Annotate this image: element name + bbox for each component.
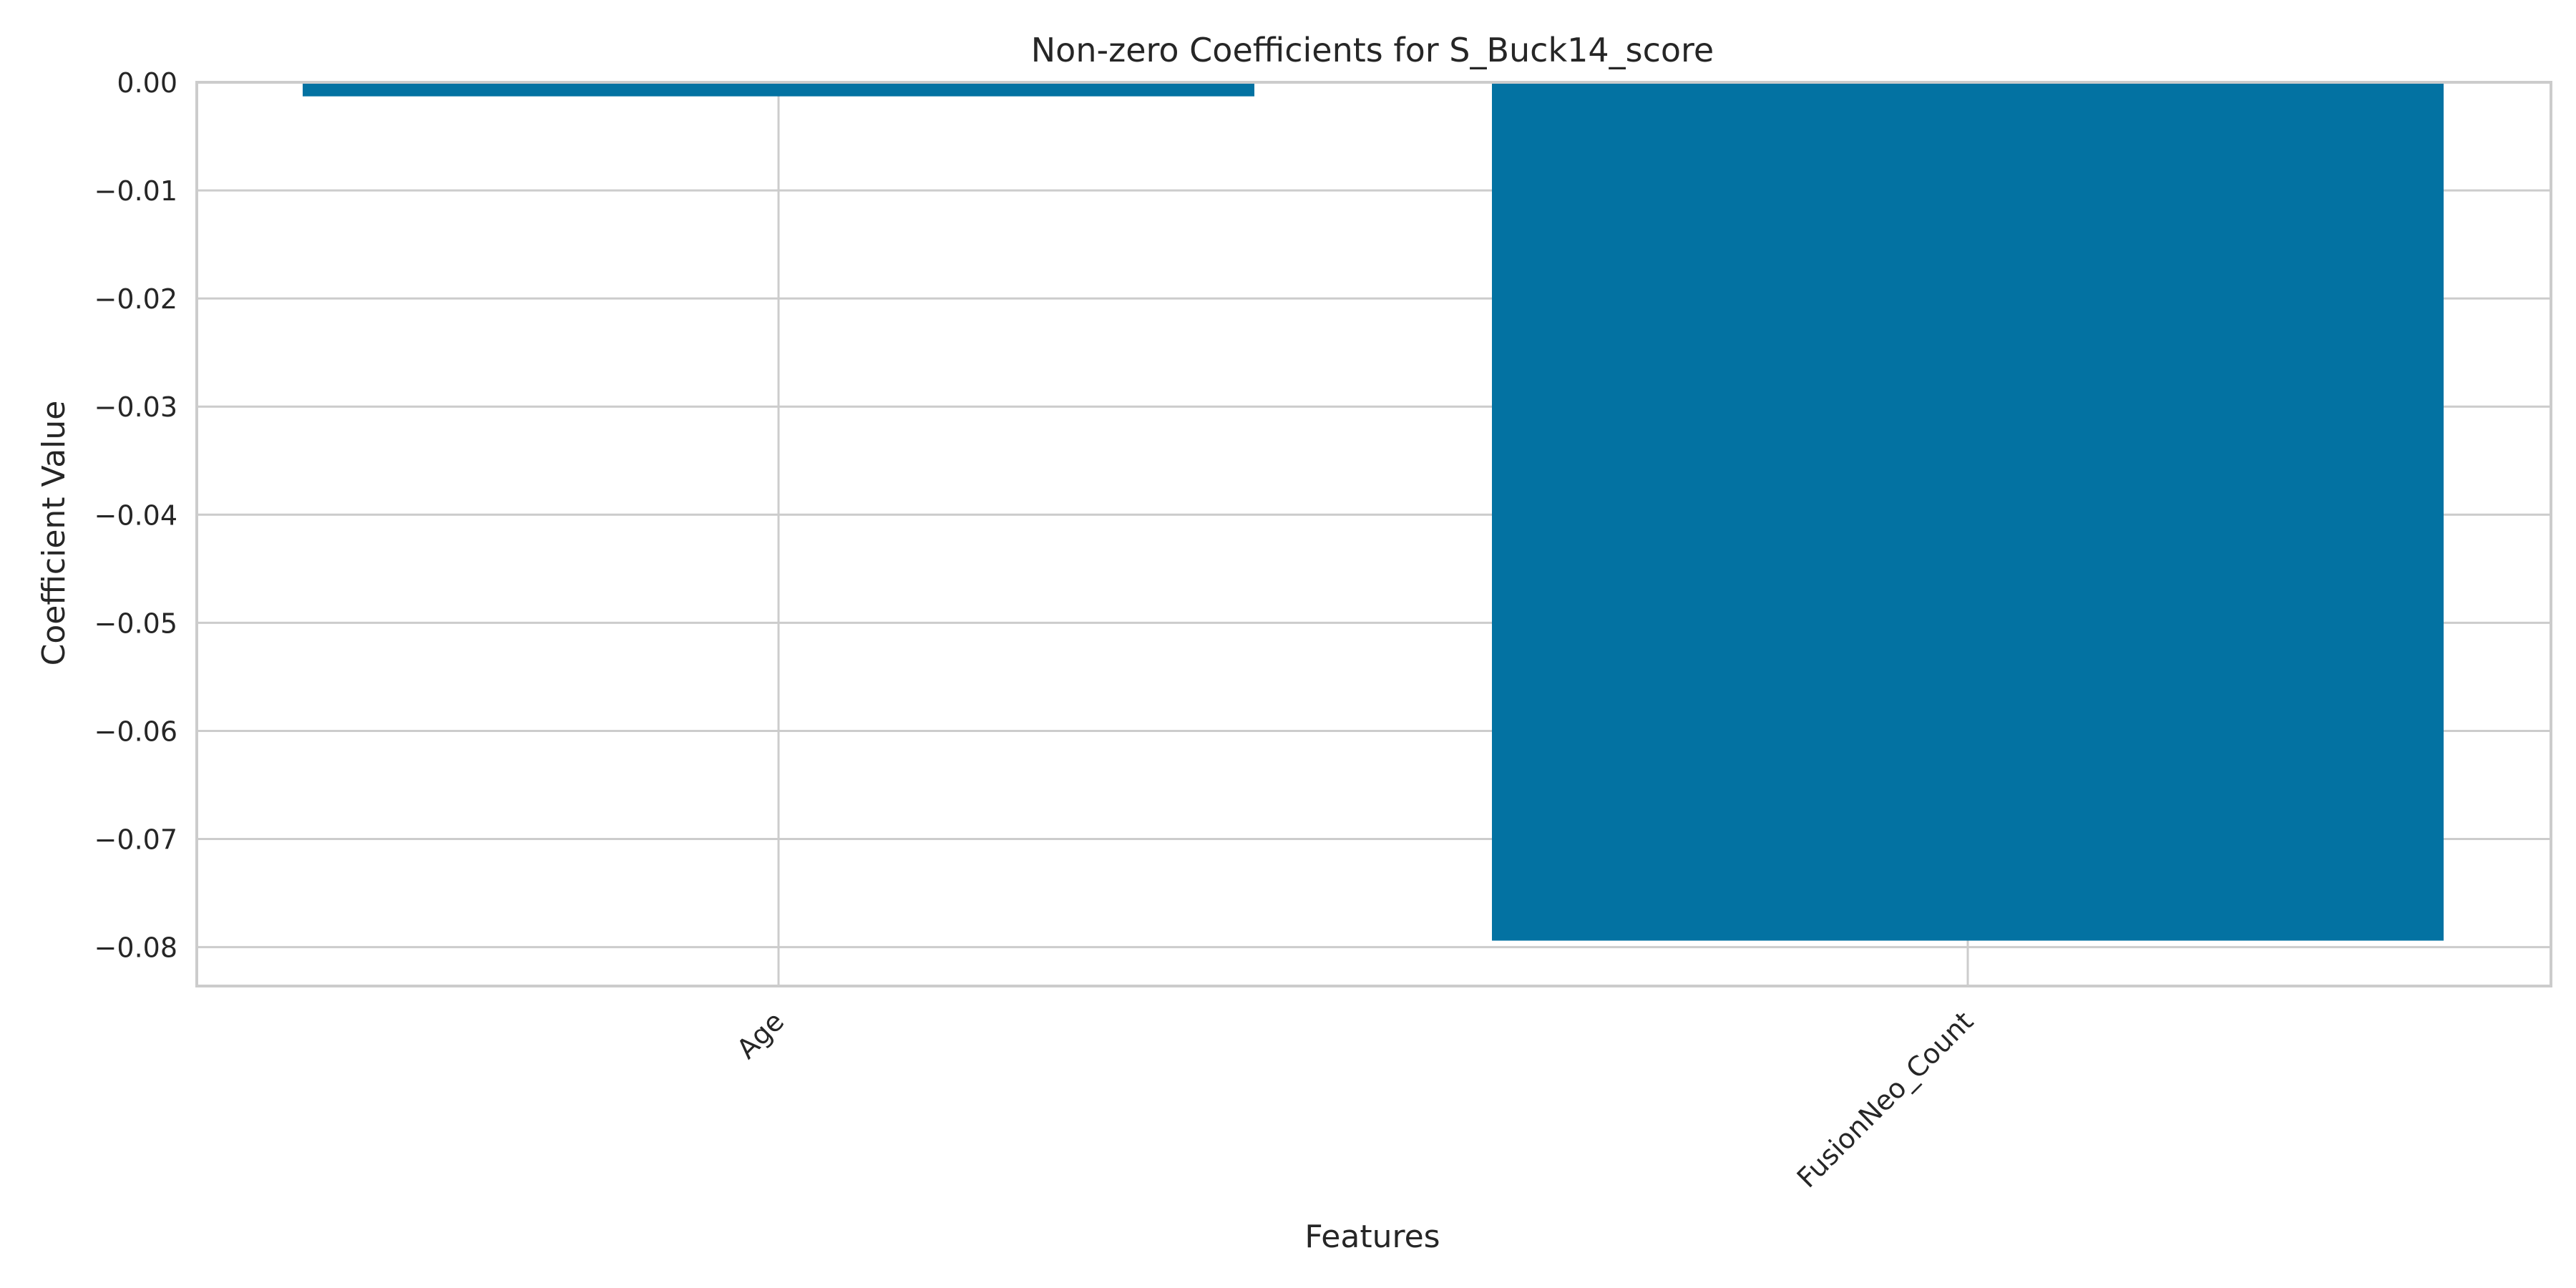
y-tick-label: 0.00 [117, 67, 177, 99]
bar-age [303, 82, 1254, 97]
chart-title: Non-zero Coefficients for S_Buck14_score [1031, 31, 1714, 69]
spine-layer [195, 81, 2552, 987]
x-tick-label: Age [731, 1005, 790, 1065]
y-tick-label: −0.02 [94, 283, 177, 315]
y-tick-label: −0.07 [94, 824, 177, 856]
y-axis-label: Coefficient Value [36, 401, 72, 666]
y-tick-label: −0.03 [94, 391, 177, 423]
x-tick-label: FusionNeo_Count [1791, 1005, 1979, 1194]
y-tick-label: −0.01 [94, 175, 177, 207]
bar-fusionneo-count [1492, 82, 2444, 941]
y-tick-label: −0.06 [94, 716, 177, 747]
y-tick-label: −0.04 [94, 499, 177, 531]
x-axis-label: Features [1304, 1219, 1440, 1255]
axes-frame [195, 81, 2552, 987]
bar-layer [303, 82, 2444, 941]
y-tick-label: −0.05 [94, 608, 177, 639]
y-tick-label: −0.08 [94, 932, 177, 964]
